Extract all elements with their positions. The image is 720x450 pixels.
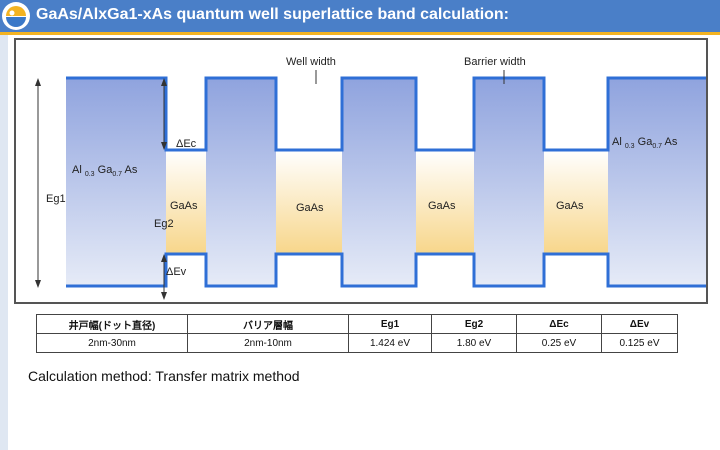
band-profile bbox=[35, 70, 706, 300]
delta-ev-label: ΔEv bbox=[166, 266, 187, 278]
eg2-label: Eg2 bbox=[154, 218, 174, 230]
barrier-regions bbox=[66, 78, 706, 286]
well-region bbox=[166, 150, 206, 254]
table-header-cell: ΔEc bbox=[516, 314, 602, 334]
side-strip bbox=[0, 35, 8, 450]
barrier-region bbox=[608, 78, 706, 286]
barrier-region bbox=[474, 78, 544, 286]
sun-globe-logo-icon bbox=[2, 2, 30, 30]
well-width-label: Well width bbox=[286, 56, 336, 68]
table-header-cell: 井戸幅(ドット直径) bbox=[36, 314, 188, 334]
conduction-band-edge bbox=[66, 76, 706, 152]
table-header-cell: バリア層幅 bbox=[187, 314, 349, 334]
table-cell: 1.80 eV bbox=[431, 333, 517, 353]
delta-ec-label: ΔEc bbox=[176, 138, 197, 150]
well-region bbox=[276, 150, 342, 254]
page-title: GaAs/AlxGa1-xAs quantum well superlattic… bbox=[36, 6, 510, 23]
well-label-gaas-1: GaAs bbox=[170, 200, 198, 212]
barrier-material-label-left: Al 0.3 Ga0.7 As bbox=[72, 164, 138, 179]
table-header-cell: Eg2 bbox=[431, 314, 517, 334]
well-region bbox=[416, 150, 474, 254]
eg1-label: Eg1 bbox=[46, 193, 66, 205]
barrier-width-label: Barrier width bbox=[464, 56, 526, 68]
title-bar: GaAs/AlxGa1-xAs quantum well superlattic… bbox=[0, 0, 720, 35]
well-label-gaas-4: GaAs bbox=[556, 200, 584, 212]
table-header-cell: ΔEv bbox=[601, 314, 678, 334]
table-cell: 1.424 eV bbox=[348, 333, 432, 353]
band-diagram: Well width Barrier width ΔEc Al 0.3 Ga0.… bbox=[14, 38, 708, 304]
table-header-cell: Eg1 bbox=[348, 314, 432, 334]
valence-band-edge bbox=[66, 252, 706, 288]
table-cell: 2nm-10nm bbox=[187, 333, 349, 353]
barrier-region bbox=[206, 78, 276, 286]
well-region bbox=[544, 150, 608, 254]
table-cell: 2nm-30nm bbox=[36, 333, 188, 353]
table-header-row: 井戸幅(ドット直径) バリア層幅 Eg1 Eg2 ΔEc ΔEv bbox=[36, 314, 678, 334]
barrier-material-label-right: Al 0.3 Ga0.7 As bbox=[612, 136, 678, 151]
table-cell: 0.25 eV bbox=[516, 333, 602, 353]
well-regions bbox=[166, 150, 608, 254]
well-label-gaas-3: GaAs bbox=[428, 200, 456, 212]
well-label-gaas-2: GaAs bbox=[296, 202, 324, 214]
parameter-table: 井戸幅(ドット直径) バリア層幅 Eg1 Eg2 ΔEc ΔEv 2nm-30n… bbox=[36, 314, 678, 353]
barrier-region bbox=[342, 78, 416, 286]
table-row: 2nm-30nm 2nm-10nm 1.424 eV 1.80 eV 0.25 … bbox=[36, 333, 678, 353]
calculation-method-text: Calculation method: Transfer matrix meth… bbox=[28, 368, 300, 384]
barrier-region bbox=[66, 78, 166, 286]
table-cell: 0.125 eV bbox=[601, 333, 678, 353]
